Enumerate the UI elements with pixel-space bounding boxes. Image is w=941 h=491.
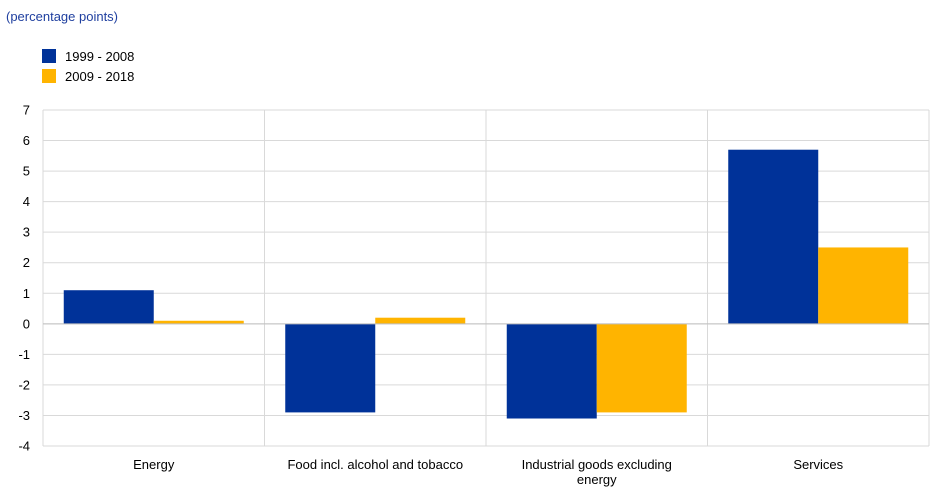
x-tick-label: Food incl. alcohol and tobacco [287,457,463,472]
bar-series-2 [153,320,244,324]
chart-subtitle: (percentage points) [6,9,119,24]
bar-series-2 [375,317,466,324]
y-tick-label: 7 [23,103,30,118]
y-tick-label: 6 [23,133,30,148]
bar-series-1 [728,149,819,324]
y-tick-label: -2 [18,377,30,392]
y-tick-label: -1 [18,347,30,362]
y-tick-label: -3 [18,408,30,423]
y-tick-label: 2 [23,255,30,270]
y-tick-label: -4 [18,439,30,454]
y-tick-label: 3 [23,225,30,240]
y-tick-label: 4 [23,194,30,209]
legend-item-series-1: 1999 - 2008 [42,46,134,66]
bar-series-1 [285,323,376,413]
y-tick-label: 0 [23,316,30,331]
legend-swatch-series-1 [42,49,56,63]
legend: 1999 - 2008 2009 - 2018 [42,46,134,86]
legend-label-series-1: 1999 - 2008 [65,48,135,64]
y-tick-label: 5 [23,164,30,179]
legend-item-series-2: 2009 - 2018 [42,66,134,86]
bar-series-2 [596,323,687,413]
x-tick-label: Services [793,457,843,472]
bar-series-1 [63,290,154,324]
y-tick-label: 1 [23,286,30,301]
x-tick-label: energy [577,472,617,487]
x-tick-label: Energy [133,457,175,472]
legend-swatch-series-2 [42,69,56,83]
bar-series-2 [818,247,909,324]
legend-label-series-2: 2009 - 2018 [65,68,135,84]
bar-series-1 [506,323,597,419]
x-tick-label: Industrial goods excluding [522,457,672,472]
